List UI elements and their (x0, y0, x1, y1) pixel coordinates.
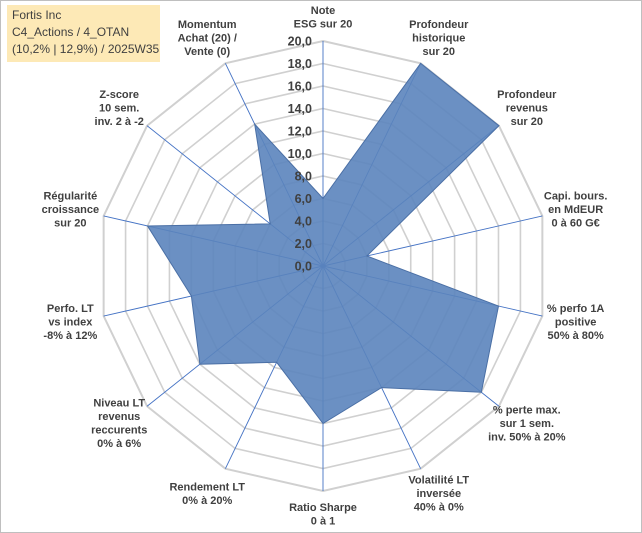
axis-label: Volatilité LT inversée 40% à 0% (408, 475, 469, 514)
axis-label: Z-score 10 sem. inv. 2 à -2 (95, 89, 144, 128)
tick-label: 0,0 (295, 260, 312, 274)
radar-series (146, 62, 500, 425)
radar-tick-labels: 0,0 2,0 4,0 6,0 8,0 10,0 12,0 14,0 16,0 18,0 20,0 (288, 35, 312, 274)
axis-label: % perfo 1A positive 50% à 80% (547, 303, 605, 342)
axis-label: % perte max. sur 1 sem. inv. 50% à 20% (488, 404, 566, 443)
axis-label: Profondeur revenus sur 20 (497, 89, 557, 128)
axis-label: Capi. bours. en MdEUR 0 à 60 G€ (544, 190, 608, 229)
portfolio-path: C4_Actions / 4_OTAN (12, 25, 130, 39)
tick-label: 18,0 (288, 57, 312, 71)
tick-label: 16,0 (288, 80, 312, 94)
axis-label: Perfo. LT vs index -8% à 12% (43, 303, 97, 342)
axis-label: Momentum Achat (20) / Vente (0) (178, 19, 237, 58)
axis-label: Niveau LT revenus reccurents 0% à 6% (91, 398, 147, 451)
performance-period: (10,2% | 12,9%) / 2025W35 (12, 42, 160, 56)
axis-label: Rendement LT 0% à 20% (169, 481, 245, 507)
tick-label: 20,0 (288, 35, 312, 49)
info-box: Fortis Inc C4_Actions / 4_OTAN (10,2% | … (7, 5, 160, 62)
tick-label: 6,0 (295, 192, 312, 206)
tick-label: 12,0 (288, 125, 312, 139)
tick-label: 8,0 (295, 170, 312, 184)
axis-label: Régularité croissance sur 20 (42, 190, 99, 229)
tick-label: 2,0 (295, 237, 312, 251)
tick-label: 14,0 (288, 102, 312, 116)
axis-label: Ratio Sharpe 0 à 1 (289, 502, 357, 528)
tick-label: 10,0 (288, 147, 312, 161)
axis-label: Profondeur historique sur 20 (409, 19, 469, 58)
company-name: Fortis Inc (12, 8, 62, 22)
tick-label: 4,0 (295, 215, 312, 229)
radar-axis-labels: Note ESG sur 20 Profondeur historique sur 20… (42, 5, 608, 528)
axis-label: Note ESG sur 20 (294, 5, 353, 31)
